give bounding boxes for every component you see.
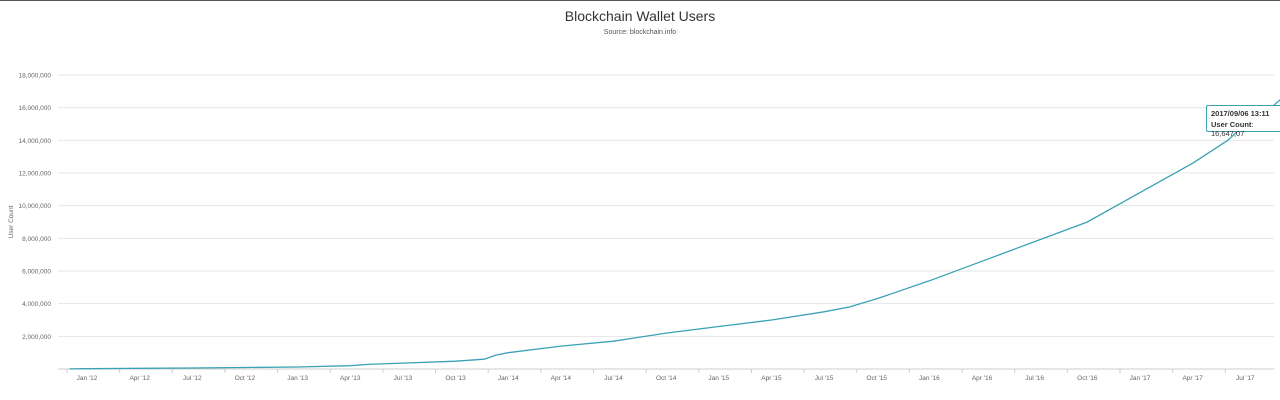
y-tick-label: 2,000,000	[22, 334, 51, 341]
y-tick-label: 4,000,000	[22, 301, 51, 308]
chart-title: Blockchain Wallet Users	[564, 8, 716, 24]
x-tick-label: Apr '15	[761, 375, 782, 382]
x-tick-label: Jan '14	[498, 375, 519, 382]
x-axis-ticks: Jan '12 Apr '12 Jul '12 Oct '12 Jan '13 Apr '…	[66, 369, 1255, 382]
data-tooltip: 2017/09/06 13:11 User Count: 16,647,07	[1206, 105, 1280, 138]
x-tick-label: Jul '16	[1025, 375, 1044, 382]
y-axis-label: User Count	[8, 205, 15, 238]
top-border	[0, 0, 1280, 1]
y-tick-label: 10,000,000	[18, 203, 51, 210]
y-tick-label: 18,000,000	[18, 73, 51, 80]
x-tick-label: Apr '12	[129, 375, 150, 382]
x-tick-label: Jan '12	[77, 375, 98, 382]
x-tick-label: Jan '17	[1130, 375, 1151, 382]
grid-lines	[58, 74, 1274, 337]
tooltip-value: 16,647,07	[1211, 129, 1245, 138]
x-tick-label: Jan '13	[287, 375, 308, 382]
x-tick-label: Jan '16	[919, 375, 940, 382]
x-tick-label: Oct '16	[1077, 375, 1098, 382]
y-tick-label: 8,000,000	[22, 236, 51, 243]
x-tick-label: Apr '17	[1182, 375, 1203, 382]
x-tick-label: Oct '15	[867, 375, 888, 382]
x-tick-label: Oct '14	[656, 375, 677, 382]
x-tick-label: Apr '13	[340, 375, 361, 382]
x-tick-label: Jul '14	[604, 375, 623, 382]
y-tick-label: 14,000,000	[18, 138, 51, 145]
y-tick-label: 12,000,000	[18, 171, 51, 178]
tooltip-date: 2017/09/06 13:11	[1211, 109, 1270, 118]
x-tick-label: Oct '13	[445, 375, 466, 382]
y-tick-label: 16,000,000	[18, 105, 51, 112]
y-axis-ticks: 2,000,000 4,000,000 6,000,000 8,000,000 10,0…	[18, 73, 51, 341]
series-line	[69, 99, 1280, 370]
series-layer	[69, 99, 1280, 370]
x-tick-label: Apr '16	[972, 375, 993, 382]
tooltip-label: User Count	[1211, 120, 1252, 129]
x-tick-label: Jul '13	[394, 375, 413, 382]
x-tick-label: Jul '15	[815, 375, 834, 382]
y-tick-label: 6,000,000	[22, 269, 51, 276]
x-tick-label: Oct '12	[235, 375, 256, 382]
tooltip-separator: :	[1251, 120, 1254, 129]
x-tick-label: Jul '12	[183, 375, 202, 382]
x-tick-label: Apr '14	[551, 375, 572, 382]
x-tick-label: Jul '17	[1236, 375, 1255, 382]
chart-subtitle: Source: blockchain.info	[603, 29, 677, 36]
x-tick-label: Jan '15	[708, 375, 729, 382]
